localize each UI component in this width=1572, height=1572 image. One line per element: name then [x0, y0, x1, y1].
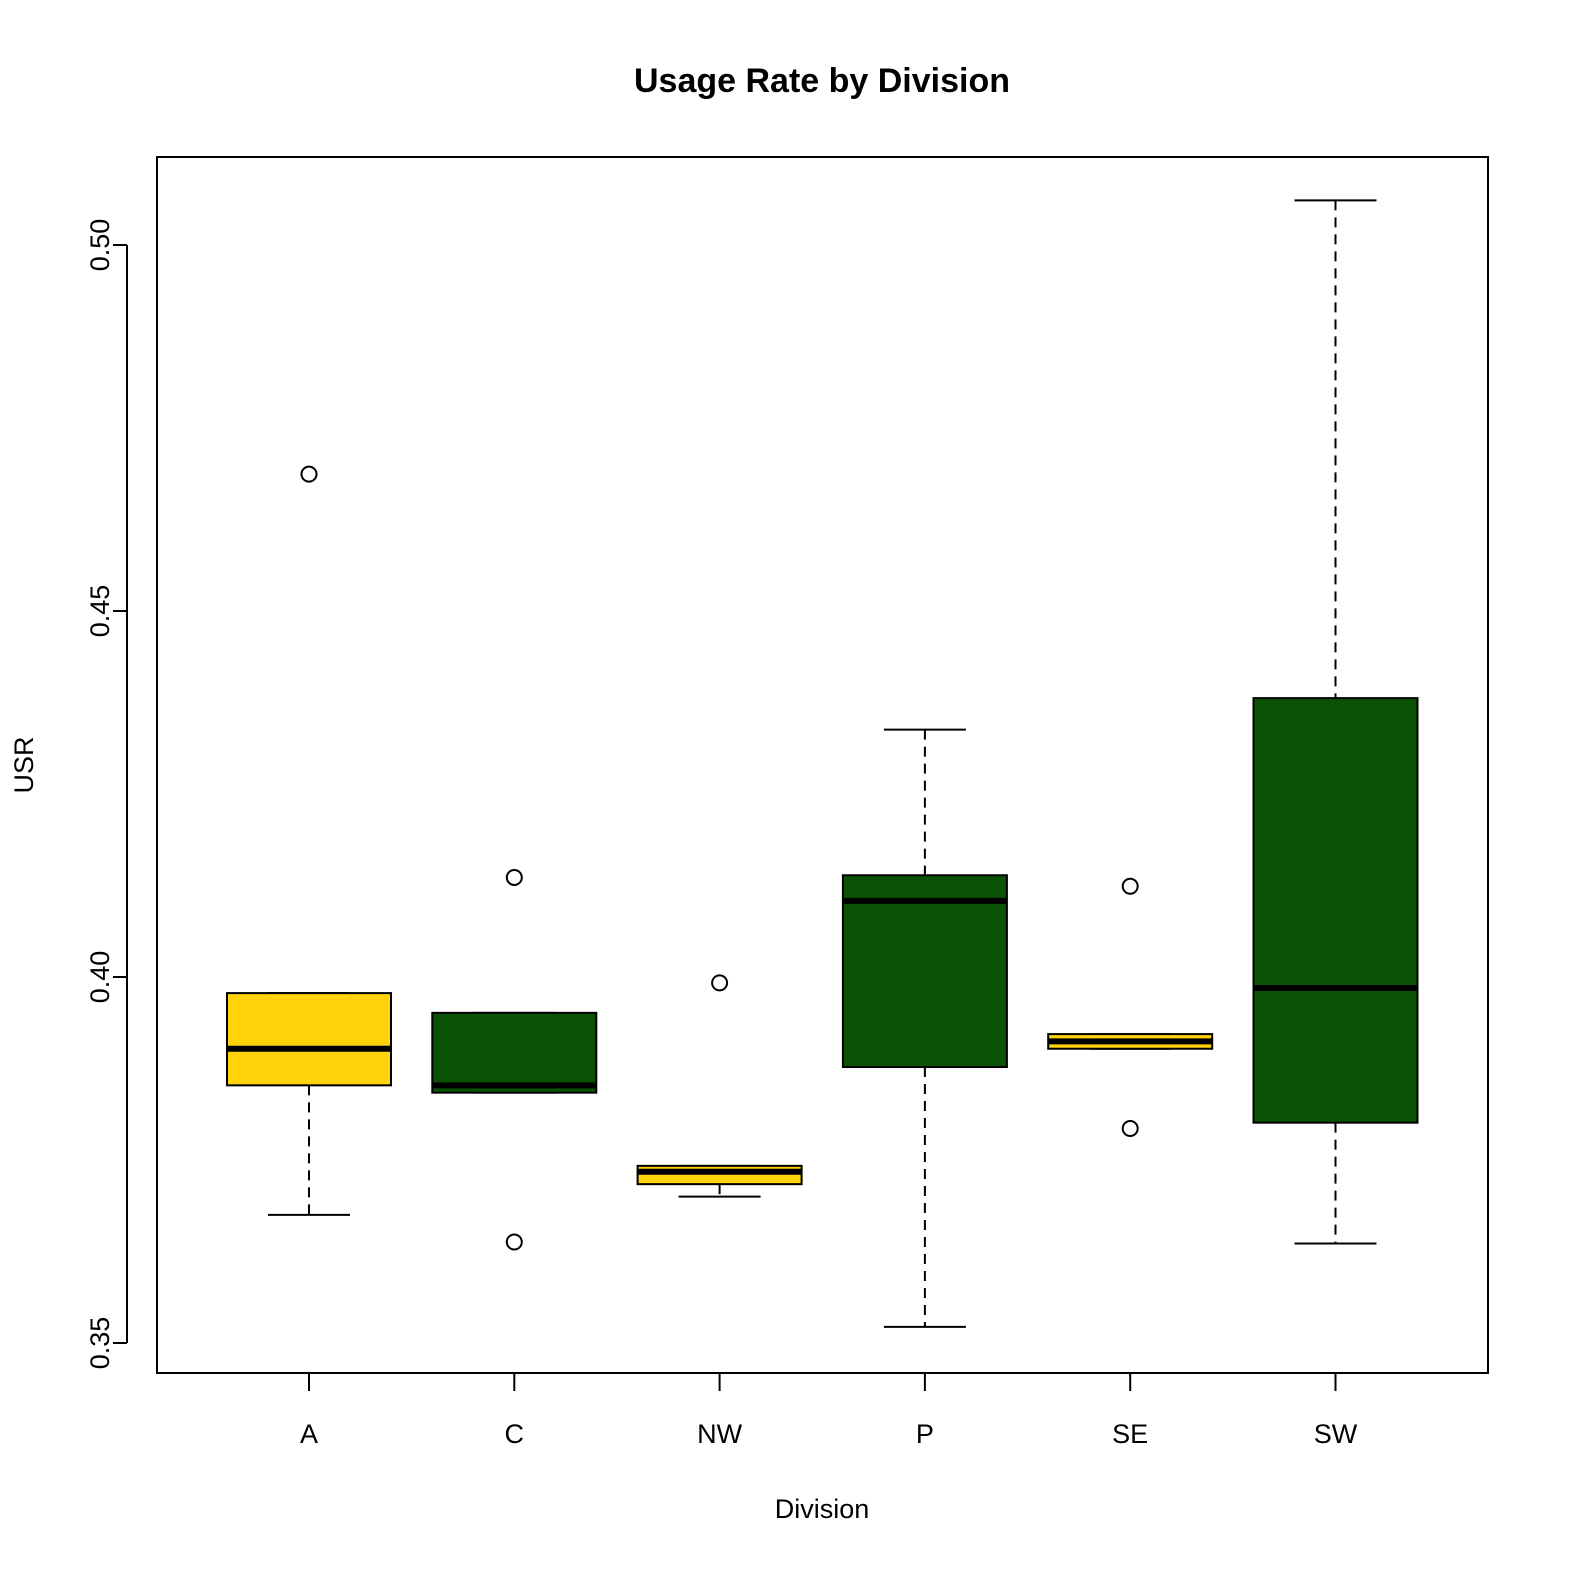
x-tick-label-SE: SE: [1112, 1419, 1148, 1449]
box-SW: [1252, 697, 1419, 1124]
x-axis-label: Division: [775, 1494, 870, 1524]
outlier-SE-2: [1121, 877, 1139, 895]
outlier-SE-1: [1121, 1120, 1139, 1138]
chart-title: Usage Rate by Division: [634, 62, 1010, 100]
y-tick-label-0.40: 0.40: [85, 951, 115, 1004]
box-NW: [636, 1164, 803, 1186]
y-tick-label-0.45: 0.45: [85, 585, 115, 638]
chart-marks: 0.35 0.40 0.45 0.50 A C NW P SE SW: [85, 199, 1419, 1449]
x-tick-label-A: A: [300, 1419, 318, 1449]
x-tick-label-NW: NW: [697, 1419, 742, 1449]
outlier-A-1: [300, 465, 318, 483]
outlier-C-2: [505, 868, 523, 886]
y-axis-label: USR: [9, 736, 39, 793]
outlier-C-1: [505, 1233, 523, 1251]
box-P: [841, 874, 1008, 1069]
outlier-NW-1: [711, 974, 729, 992]
box-C: [431, 1011, 598, 1094]
x-tick-label-SW: SW: [1314, 1419, 1358, 1449]
x-tick-label-C: C: [505, 1419, 525, 1449]
x-tick-label-P: P: [916, 1419, 934, 1449]
box-A: [226, 992, 392, 1087]
y-tick-label-0.35: 0.35: [85, 1317, 115, 1370]
y-tick-label-0.50: 0.50: [85, 219, 115, 272]
